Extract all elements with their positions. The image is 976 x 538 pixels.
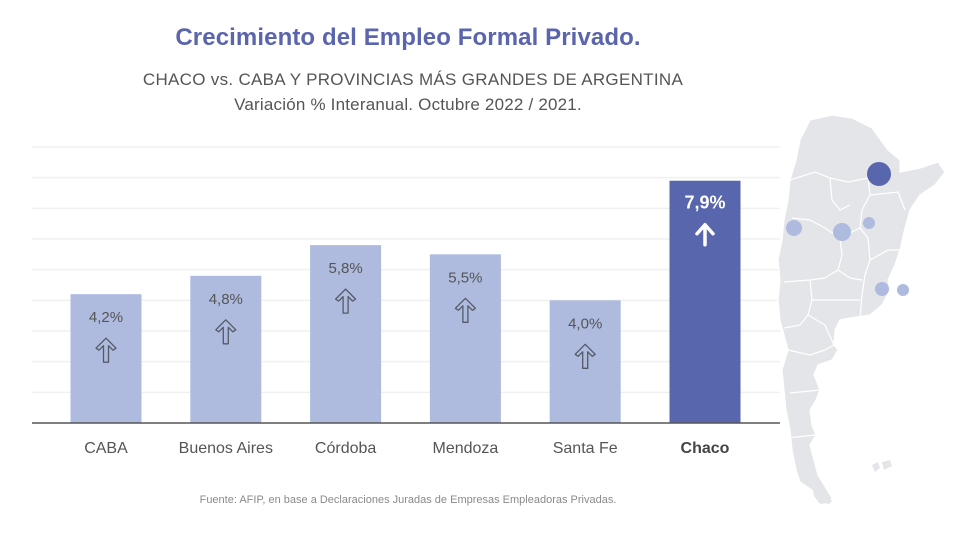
up-arrow-icon — [215, 319, 237, 345]
x-axis-labels: CABA Buenos Aires Córdoba Mendoza Santa Fe Ch… — [84, 440, 729, 457]
map-provinces — [777, 114, 946, 506]
map-marker-mendoza — [786, 220, 802, 236]
bar-data-label: 4,0% — [568, 315, 602, 332]
chart-subtitle: CHACO vs. CABA Y PROVINCIAS MÁS GRANDES … — [142, 70, 684, 89]
map-marker-buenos-aires — [875, 282, 889, 296]
up-arrow-icon — [454, 297, 477, 323]
bar-data-label: 4,2% — [89, 309, 123, 326]
bar — [190, 275, 262, 423]
bars: 4,2% 4,8% 5,8% 5,5% 4,0% 7,9% — [70, 180, 741, 423]
chart-subtitle-period: Variación % Interanual. Octubre 2022 / 2… — [234, 95, 582, 114]
argentina-map — [777, 114, 946, 506]
bar — [669, 180, 741, 423]
map-marker-santa-fe — [863, 217, 875, 229]
source-note: Fuente: AFIP, en base a Declaraciones Ju… — [199, 494, 617, 506]
bar-data-label: 4,8% — [209, 291, 243, 308]
x-tick-label: Mendoza — [432, 440, 498, 457]
bar-group: 5,5% — [429, 254, 501, 423]
map-malvinas — [872, 460, 892, 472]
bar-group: 4,8% — [190, 275, 262, 423]
bar — [70, 294, 142, 423]
x-tick-label: Santa Fe — [553, 440, 618, 457]
map-borders — [783, 171, 906, 439]
gridlines — [32, 146, 780, 394]
up-arrow-icon — [334, 288, 357, 314]
bar — [549, 300, 621, 423]
bar — [310, 245, 382, 423]
bar — [429, 254, 501, 423]
x-tick-label: Córdoba — [315, 440, 376, 457]
x-tick-label: Buenos Aires — [179, 440, 273, 457]
x-tick-label: Chaco — [681, 440, 730, 457]
chart-title: Crecimiento del Empleo Formal Privado. — [175, 24, 641, 51]
map-patagonia — [781, 344, 839, 506]
bar-data-label: 5,5% — [448, 269, 482, 286]
map-marker-caba — [897, 284, 909, 296]
up-arrow-icon — [695, 222, 715, 247]
x-tick-label: CABA — [84, 440, 128, 457]
map-marker-cordoba — [833, 223, 851, 241]
bar-group: 4,0% — [549, 300, 621, 423]
bar-data-label: 7,9% — [684, 193, 725, 213]
map-markers — [786, 162, 909, 296]
bar-group: 4,2% — [70, 294, 142, 423]
map-marker-chaco — [867, 162, 891, 186]
bar-group: 5,8% — [310, 245, 382, 423]
bar-group: 7,9% — [669, 180, 741, 423]
bar-data-label: 5,8% — [328, 260, 362, 277]
map-north-region — [777, 114, 946, 356]
map-tierra-del-fuego — [812, 482, 832, 504]
up-arrow-icon — [95, 337, 117, 363]
up-arrow-icon — [574, 343, 596, 369]
